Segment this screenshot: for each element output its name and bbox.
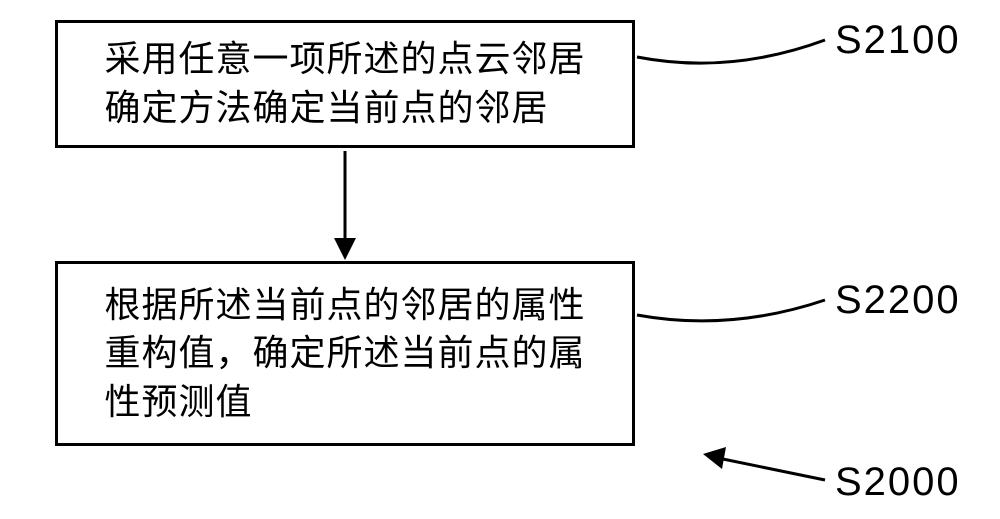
flowchart-canvas: 采用任意一项所述的点云邻居 确定方法确定当前点的邻居 S2100 根据所述当前点… bbox=[0, 0, 1000, 519]
overall-pointer bbox=[0, 0, 1000, 519]
overall-pointer-head bbox=[703, 447, 726, 469]
label-s2000: S2000 bbox=[835, 460, 961, 505]
overall-pointer-line bbox=[718, 458, 825, 480]
